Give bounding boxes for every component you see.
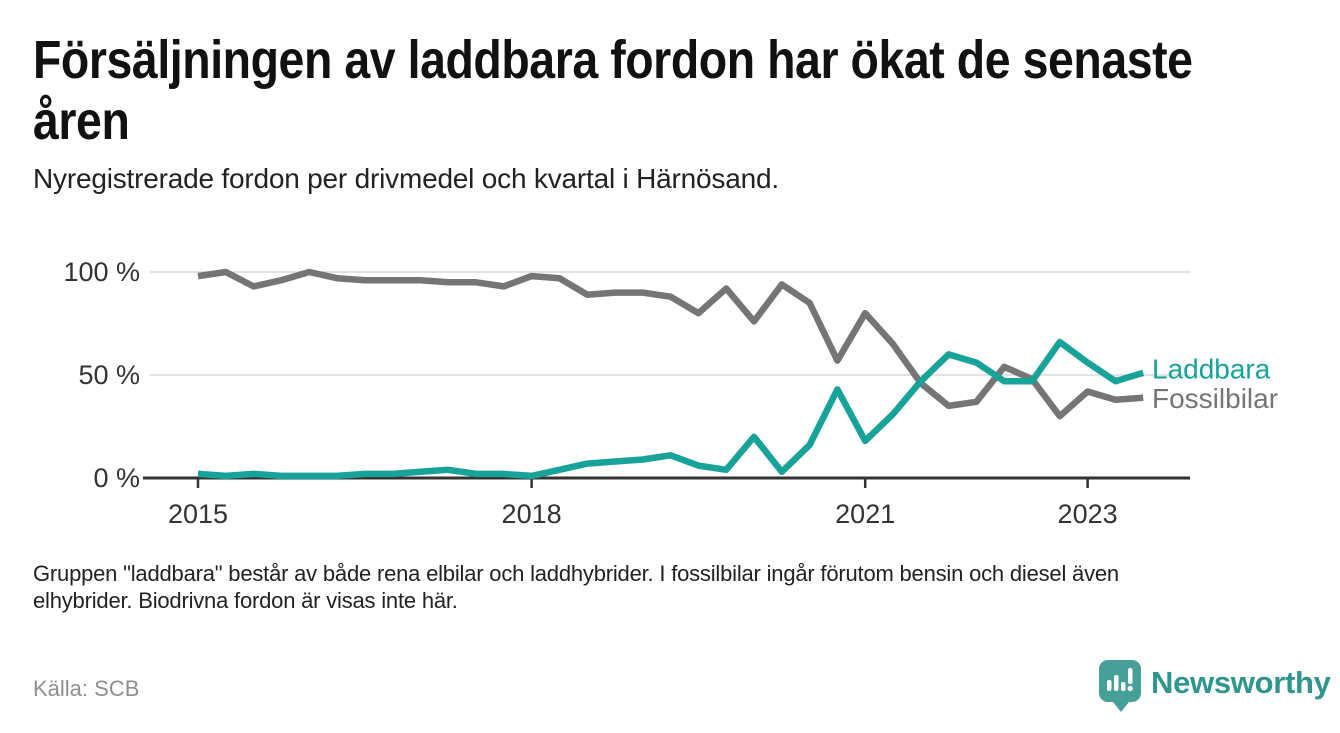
x-tick-label-2023: 2023 — [1058, 499, 1118, 529]
source-label: Källa: SCB — [33, 676, 140, 701]
chart-subtitle: Nyregistrerade fordon per drivmedel och … — [33, 163, 779, 194]
y-tick-label-100: 100 % — [63, 257, 140, 287]
chart-area: 100 % 50 % 0 % 2015 2018 2021 2023 Laddbara Foss… — [0, 240, 1340, 540]
newsworthy-logo: Newsworthy — [1098, 659, 1331, 715]
brand-name: Newsworthy — [1151, 665, 1331, 700]
legend-label-laddbara: Laddbara — [1152, 353, 1271, 384]
y-tick-label-0: 0 % — [93, 463, 140, 493]
bar-2 — [1114, 675, 1119, 691]
y-tick-label-50: 50 % — [78, 360, 140, 390]
chart-notes: Gruppen "laddbara" består av både rena e… — [33, 560, 1313, 615]
chart-svg: 100 % 50 % 0 % 2015 2018 2021 2023 LaddbaraFoss… — [63, 257, 1278, 529]
line-fossilbilar — [197, 268, 1144, 420]
exclamation-dot — [1127, 685, 1133, 692]
bar-1 — [1107, 680, 1112, 691]
pin-shape — [1099, 660, 1141, 712]
x-tick-label-2021: 2021 — [835, 499, 895, 529]
legend-label-fossilbilar: Fossilbilar — [1152, 383, 1278, 414]
page-title: Försäljningen av laddbara fordon har öka… — [33, 30, 1237, 152]
exclamation-bar — [1128, 668, 1133, 684]
page-title-line1: Försäljningen av laddbara fordon har öka… — [33, 30, 1193, 90]
x-tick-label-2018: 2018 — [502, 499, 562, 529]
chart-notes-line2: elhybrider. Biodrivna fordon är visas in… — [33, 588, 458, 614]
chart-notes-line1: Gruppen "laddbara" består av både rena e… — [33, 561, 1119, 586]
newsworthy-pin-icon — [1099, 660, 1141, 712]
line-laddbara — [197, 338, 1145, 480]
bar-3 — [1121, 682, 1126, 691]
x-tick-label-2015: 2015 — [168, 499, 228, 529]
page-title-line2: åren — [33, 91, 130, 152]
